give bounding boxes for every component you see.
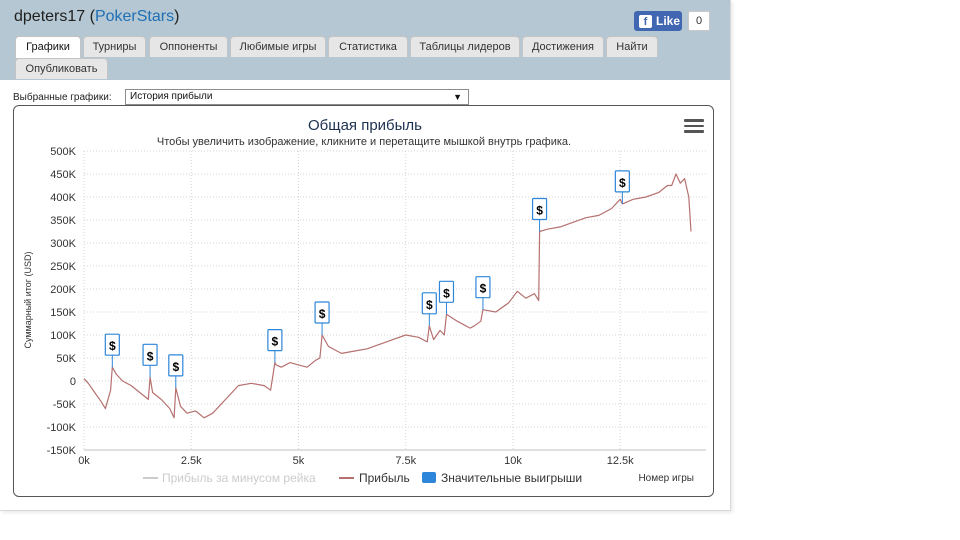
facebook-like-button[interactable]: f Like: [634, 11, 682, 31]
tab-tournaments[interactable]: Турниры: [83, 36, 146, 57]
dollar-icon: $: [443, 286, 450, 300]
profile-header: dpeters17 (PokerStars) f Like 0 Графики …: [0, 0, 730, 80]
big-win-marker-flag: [421, 292, 437, 315]
facebook-icon: f: [639, 14, 652, 28]
big-win-marker: $: [142, 343, 158, 378]
y-axis-title: Суммарный итог (USD): [23, 251, 33, 348]
big-win-marker-flag: [267, 329, 283, 352]
y-tick-label: 400K: [50, 192, 76, 204]
site-link[interactable]: PokerStars: [94, 8, 175, 25]
y-tick-label: 300K: [50, 238, 76, 250]
big-win-marker-flag: [104, 333, 120, 356]
legend-label: Прибыль: [359, 471, 410, 485]
legend-item-big-wins: Значительные выигрыши: [422, 471, 582, 485]
big-win-marker: $: [168, 354, 184, 388]
dollar-icon: $: [480, 282, 487, 296]
tab-opponents[interactable]: Оппоненты: [149, 36, 228, 57]
x-tick-label: 2.5k: [181, 455, 202, 467]
chart-subtitle: Чтобы увеличить изображение, кликните и …: [157, 136, 571, 148]
y-tick-label: 450K: [50, 169, 76, 181]
legend-item-profit: Прибыль: [339, 471, 410, 485]
dollar-icon: $: [619, 176, 626, 190]
tab-favorite-games[interactable]: Любимые игры: [230, 36, 326, 57]
y-tick-label: 50K: [56, 353, 76, 365]
big-win-marker: $: [438, 280, 455, 315]
profile-panel: dpeters17 (PokerStars) f Like 0 Графики …: [0, 0, 731, 511]
y-tick-label: -150K: [47, 445, 77, 457]
y-tick-label: 100K: [50, 330, 76, 342]
big-win-marker: $: [267, 329, 283, 363]
dropdown-arrow-icon: ▼: [453, 92, 462, 102]
big-win-marker-flag: [614, 170, 630, 193]
dollar-icon: $: [536, 204, 543, 218]
big-win-marker-flag: [142, 343, 158, 366]
y-tick-label: 350K: [50, 215, 76, 227]
legend-label: Значительные выигрыши: [441, 471, 582, 485]
big-win-marker-flag: [475, 276, 491, 299]
tab-find[interactable]: Найти: [606, 36, 658, 57]
chart-select-label: Выбранные графики:: [13, 92, 112, 103]
y-axis-ticks: 500K 450K 400K 350K 300K 250K 200K 150K 100K 50K 0…: [47, 146, 77, 457]
chart-select-value: История прибыли: [130, 91, 213, 102]
big-win-marker: $: [104, 333, 120, 368]
player-title: dpeters17 (PokerStars): [14, 8, 180, 25]
big-win-marker: $: [475, 276, 491, 310]
tab-graphs[interactable]: Графики: [15, 36, 81, 58]
legend: Прибыль за минусом рейка Прибыль Значитель…: [143, 471, 582, 485]
y-tick-label: 0: [70, 376, 76, 388]
grid: [83, 150, 706, 451]
big-win-marker: $: [314, 301, 330, 335]
big-win-marker-flag: [531, 197, 548, 221]
x-axis-ticks: 0k 2.5k 5k 7.5k 10k 12.5k: [78, 455, 634, 467]
markers-layer: $ $ $ $ $ $ $ $ $ $: [104, 170, 630, 388]
big-win-marker-flag: [314, 301, 330, 324]
x-axis-title: Номер игры: [638, 473, 694, 484]
dollar-icon: $: [147, 349, 154, 363]
x-tick-label: 0k: [78, 455, 90, 467]
y-tick-label: 200K: [50, 284, 76, 296]
x-tick-label: 10k: [504, 455, 522, 467]
dollar-icon: $: [172, 360, 179, 374]
facebook-like-label: Like: [656, 14, 681, 28]
dollar-icon: $: [272, 335, 279, 349]
tab-leaderboards[interactable]: Таблицы лидеров: [410, 36, 520, 57]
legend-label: Прибыль за минусом рейка: [162, 471, 316, 485]
player-name: dpeters17: [14, 8, 86, 25]
legend-swatch-big-wins: [422, 472, 436, 483]
dollar-icon: $: [426, 298, 433, 312]
y-tick-label: -100K: [47, 422, 77, 434]
big-win-marker: $: [531, 197, 548, 232]
tab-statistics[interactable]: Статистика: [328, 36, 408, 57]
big-win-marker: $: [421, 292, 437, 326]
dollar-icon: $: [319, 307, 326, 321]
profit-line: [83, 173, 692, 419]
chart-container[interactable]: [13, 105, 714, 497]
x-tick-label: 5k: [293, 455, 305, 467]
x-tick-label: 7.5k: [395, 455, 416, 467]
profit-chart[interactable]: Общая прибыль Чтобы увеличить изображени…: [0, 0, 730, 510]
legend-item-profit-minus-rake: Прибыль за минусом рейка: [143, 471, 316, 485]
tab-achievements[interactable]: Достижения: [522, 36, 604, 57]
tab-publish[interactable]: Опубликовать: [15, 58, 108, 79]
facebook-like-count: 0: [688, 11, 710, 31]
chart-menu-icon[interactable]: [684, 119, 704, 135]
big-win-marker-flag: [438, 280, 455, 303]
chart-title: Общая прибыль: [308, 117, 422, 134]
y-tick-label: -50K: [53, 399, 77, 411]
big-win-marker: $: [614, 170, 630, 204]
dollar-icon: $: [109, 339, 116, 353]
x-tick-label: 12.5k: [607, 455, 634, 467]
series-layer: [83, 173, 692, 419]
chart-select[interactable]: История прибыли ▼: [125, 89, 469, 105]
y-tick-label: 150K: [50, 307, 76, 319]
y-tick-label: 500K: [50, 146, 76, 158]
y-tick-label: 250K: [50, 261, 76, 273]
big-win-marker-flag: [168, 354, 184, 377]
